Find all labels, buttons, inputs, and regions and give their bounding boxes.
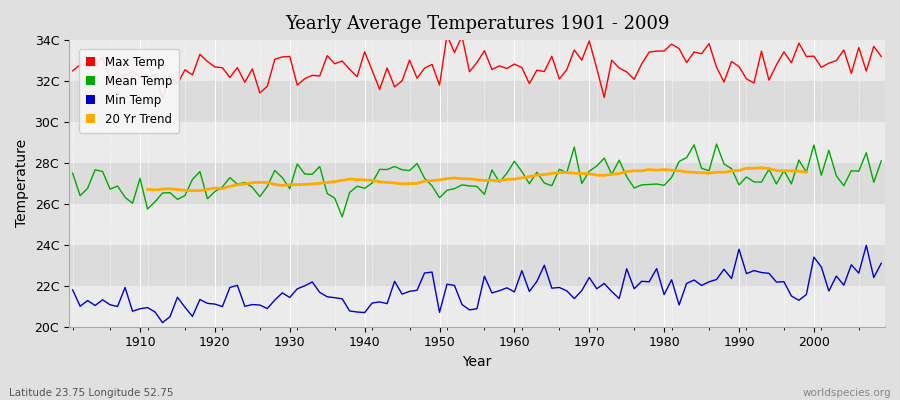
Bar [69,81,885,122]
Text: worldspecies.org: worldspecies.org [803,388,891,398]
Bar [69,204,885,245]
Title: Yearly Average Temperatures 1901 - 2009: Yearly Average Temperatures 1901 - 2009 [284,15,670,33]
Bar [69,122,885,163]
Text: Latitude 23.75 Longitude 52.75: Latitude 23.75 Longitude 52.75 [9,388,174,398]
Y-axis label: Temperature: Temperature [15,139,29,228]
Bar [69,286,885,327]
Legend: Max Temp, Mean Temp, Min Temp, 20 Yr Trend: Max Temp, Mean Temp, Min Temp, 20 Yr Tre… [79,49,179,133]
Bar [69,40,885,81]
X-axis label: Year: Year [463,355,491,369]
Bar [69,245,885,286]
Bar [69,163,885,204]
